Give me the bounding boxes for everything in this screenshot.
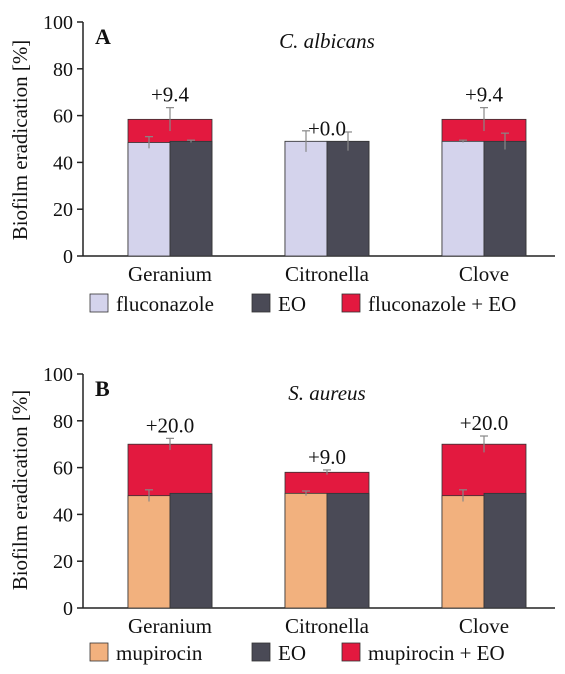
panel-a-y-tick-label: 60 [53, 106, 73, 128]
panel-b-y-tick-label: 80 [53, 411, 73, 433]
panel-b-y-tick-label: 40 [53, 504, 73, 526]
panel-b-y-tick-label: 60 [53, 458, 73, 480]
panel-a-data-label: +9.4 [151, 83, 190, 107]
panel-b-y-tick-label: 0 [63, 598, 73, 620]
panel-a-y-tick-label: 20 [53, 199, 73, 221]
panel-b-x-tick-label: Citronella [285, 614, 370, 638]
panel-a-y-tick-label: 80 [53, 59, 73, 81]
panel-b-y-tick-label: 20 [53, 551, 73, 573]
panel-b-y-axis-label: Biofilm eradication [%] [8, 390, 32, 591]
panel-b-title: S. aureus [288, 381, 365, 405]
panel-b-bar-eo [169, 492, 213, 609]
panel-b-y-tick-label: 100 [43, 364, 73, 386]
panel-a-y-axis-label: Biofilm eradication [%] [8, 40, 32, 241]
panel-b-bar-drug [441, 495, 485, 609]
panel-a-legend-swatch [341, 293, 361, 313]
panel-a-x-tick-label: Clove [459, 262, 509, 286]
panel-a-legend-label: fluconazole + EO [368, 292, 516, 316]
panel-a-x-tick-label: Citronella [285, 262, 370, 286]
panel-a-bar-eo [169, 140, 213, 257]
panel-a-bar-eo [326, 140, 370, 257]
panel-a-bar-drug [441, 140, 485, 257]
panel-a-x-tick-label: Geranium [128, 262, 212, 286]
panel-b-bar-eo [483, 492, 527, 609]
panel-b-data-label: +9.0 [308, 445, 346, 469]
panel-b-legend-swatch [341, 642, 361, 662]
panel-b-bar-eo [326, 492, 370, 609]
panel-a-label: A [95, 24, 111, 49]
panel-a-legend-swatch [89, 293, 109, 313]
panel-b-legend-swatch [89, 642, 109, 662]
panel-b-bar-drug [127, 495, 171, 609]
panel-b-x-tick-label: Clove [459, 614, 509, 638]
panel-a-bar-drug [284, 140, 328, 257]
panel-a-y-tick-label: 40 [53, 152, 73, 174]
panel-a-data-label: +9.4 [465, 83, 504, 107]
panel-a-bar-drug [127, 142, 171, 257]
panel-a-title: C. albicans [279, 29, 375, 53]
panel-a-bar-eo [483, 140, 527, 257]
panel-b-bar-drug [284, 492, 328, 609]
panel-b-legend-label: EO [278, 641, 306, 665]
panel-a-y-tick-label: 100 [43, 12, 73, 34]
panel-a-data-label: +0.0 [308, 116, 346, 140]
panel-a-legend-label: EO [278, 292, 306, 316]
panel-a-y-tick-label: 0 [63, 246, 73, 268]
panel-b-data-label: +20.0 [146, 413, 195, 437]
panel-a-legend-swatch [251, 293, 271, 313]
panel-b-legend-swatch [251, 642, 271, 662]
panel-b-data-label: +20.0 [460, 411, 509, 435]
panel-b-legend-label: mupirocin + EO [368, 641, 505, 665]
panel-b-label: B [95, 376, 110, 401]
panel-a-legend-label: fluconazole [116, 292, 214, 316]
panel-b-x-tick-label: Geranium [128, 614, 212, 638]
panel-b-legend-label: mupirocin [116, 641, 203, 665]
